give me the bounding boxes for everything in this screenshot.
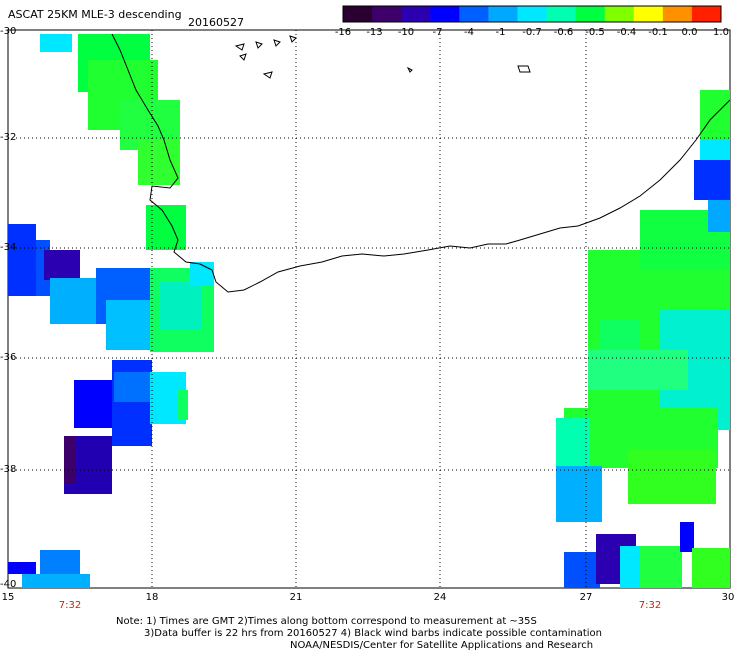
note-line-1: Note: 1) Times are GMT 2)Times along bot… — [116, 616, 537, 627]
lon-label: 30 — [721, 592, 735, 603]
colorbar-swatch — [691, 6, 722, 22]
lat-label: -32 — [0, 132, 17, 143]
colorbar-tick-label: -0.4 — [616, 27, 637, 38]
lon-label: 15 — [1, 592, 15, 603]
colorbar-swatch — [488, 6, 518, 22]
time-label: 7:32 — [58, 600, 82, 611]
colorbar-tick-label: -13 — [366, 27, 383, 38]
colorbar-tick-label: -10 — [397, 27, 415, 38]
colorbar-swatch — [343, 6, 373, 22]
colorbar-swatch — [517, 6, 548, 22]
colorbar-swatch — [546, 6, 577, 22]
colorbar-tick-label: -0.1 — [648, 27, 668, 38]
map-title: ASCAT 25KM MLE-3 descending — [8, 8, 182, 21]
colorbar-tick-label: -0.5 — [585, 27, 605, 38]
colorbar-swatch — [430, 6, 460, 22]
colorbar-tick-label: 0.0 — [681, 27, 698, 38]
coastline — [111, 33, 731, 293]
colorbar-swatch — [575, 6, 606, 22]
islands — [234, 35, 531, 79]
colorbar — [342, 5, 722, 23]
note-line-3: NOAA/NESDIS/Center for Satellite Applica… — [290, 640, 594, 651]
colorbar-swatch — [459, 6, 489, 22]
lon-label: 27 — [579, 592, 593, 603]
lat-label: -36 — [0, 352, 17, 363]
colorbar-swatch — [633, 6, 664, 22]
colorbar-tick-label: -16 — [334, 27, 352, 38]
graticule — [8, 30, 730, 588]
swath-data — [8, 34, 730, 588]
colorbar-tick-label: -7 — [432, 27, 443, 38]
lat-label: -34 — [0, 242, 17, 253]
lon-label: 21 — [289, 592, 303, 603]
colorbar-tick-label: -4 — [464, 27, 474, 38]
note-line-2: 3)Data buffer is 22 hrs from 20160527 4)… — [144, 628, 602, 639]
colorbar-swatch — [604, 6, 635, 22]
time-label: 7:32 — [638, 600, 662, 611]
lon-label: 24 — [433, 592, 447, 603]
lon-label: 18 — [145, 592, 159, 603]
colorbar-swatch — [662, 6, 693, 22]
lat-label: -38 — [0, 464, 17, 475]
colorbar-swatch — [401, 6, 431, 22]
colorbar-tick-label: -0.7 — [522, 27, 542, 38]
colorbar-tick-label: -1 — [495, 27, 506, 38]
lat-label: -30 — [0, 26, 17, 37]
colorbar-tick-label: -0.6 — [553, 27, 574, 38]
colorbar-tick-label: 1.0 — [713, 27, 729, 38]
lat-label: -40 — [0, 579, 17, 590]
map-date: 20160527 — [188, 16, 244, 29]
colorbar-swatch — [372, 6, 402, 22]
